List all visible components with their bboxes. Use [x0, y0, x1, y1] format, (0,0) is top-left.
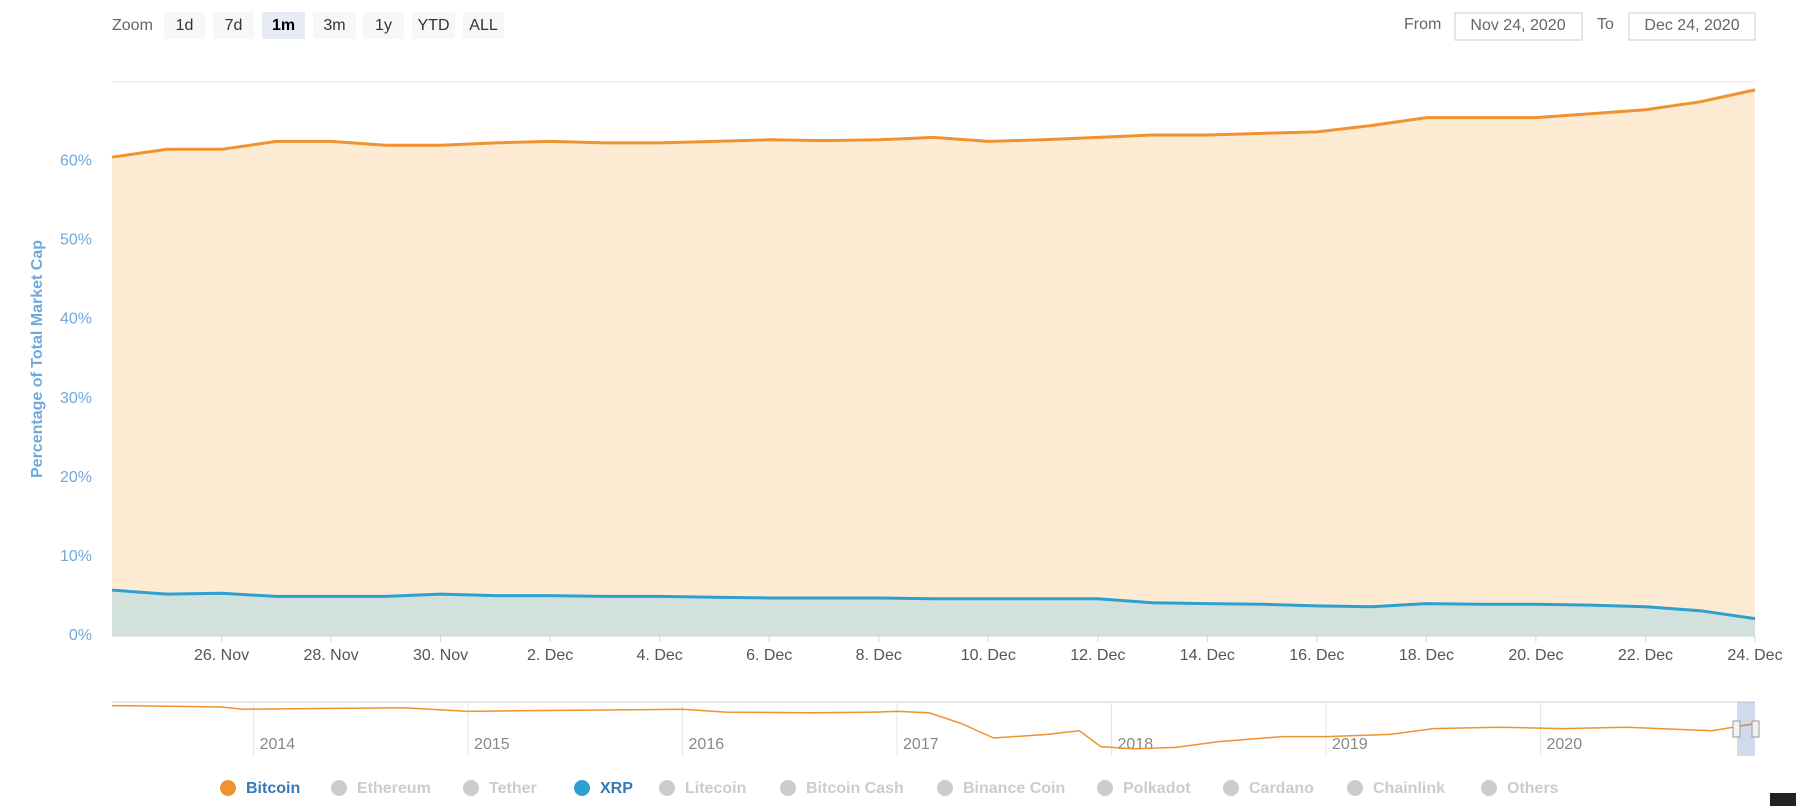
zoom-button-label[interactable]: 7d	[225, 17, 243, 34]
legend-label[interactable]: Tether	[489, 780, 537, 797]
navigator-tick-label: 2016	[689, 736, 725, 753]
x-tick-label: 2. Dec	[527, 647, 573, 664]
legend-label[interactable]: Bitcoin Cash	[806, 780, 904, 797]
zoom-button[interactable]	[213, 12, 254, 39]
legend-label[interactable]: Binance Coin	[963, 780, 1065, 797]
zoom-button[interactable]	[363, 12, 404, 39]
legend-marker[interactable]	[659, 780, 675, 796]
navigator-handle[interactable]	[1732, 720, 1741, 738]
zoom-button-label[interactable]: YTD	[418, 17, 450, 34]
from-label: From	[1404, 16, 1441, 33]
x-tick-label: 22. Dec	[1618, 647, 1673, 664]
legend-marker[interactable]	[1347, 780, 1363, 796]
series-area	[112, 89, 1755, 636]
zoom-button[interactable]	[262, 12, 305, 39]
navigator-tick-label: 2018	[1118, 736, 1154, 753]
to-label: To	[1597, 16, 1614, 33]
legend-label[interactable]: Polkadot	[1123, 780, 1191, 797]
y-tick-label: 50%	[60, 232, 92, 249]
legend-label[interactable]: Others	[1507, 780, 1559, 797]
series-area	[112, 590, 1755, 636]
legend-marker[interactable]	[1223, 780, 1239, 796]
x-tick-label: 24. Dec	[1727, 647, 1782, 664]
x-tick-label: 8. Dec	[856, 647, 902, 664]
y-tick-label: 0%	[69, 627, 92, 644]
navigator-tick-label: 2014	[260, 736, 296, 753]
legend-marker[interactable]	[1481, 780, 1497, 796]
corner-widget	[1770, 793, 1796, 806]
to-input[interactable]	[1628, 12, 1756, 41]
zoom-label: Zoom	[112, 17, 153, 34]
y-axis-title: Percentage of Total Market Cap	[29, 240, 46, 478]
x-tick-label: 6. Dec	[746, 647, 792, 664]
zoom-button[interactable]	[313, 12, 356, 39]
x-tick-label: 20. Dec	[1508, 647, 1563, 664]
legend-marker[interactable]	[463, 780, 479, 796]
navigator-selection[interactable]	[1737, 702, 1755, 756]
navigator-tick-label: 2019	[1332, 736, 1368, 753]
from-value[interactable]: Nov 24, 2020	[1470, 17, 1565, 34]
legend-label[interactable]: Litecoin	[685, 780, 746, 797]
x-tick-label: 18. Dec	[1399, 647, 1454, 664]
legend-label[interactable]: Bitcoin	[246, 780, 300, 797]
legend-marker[interactable]	[937, 780, 953, 796]
navigator-tick-label: 2015	[474, 736, 510, 753]
legend-marker[interactable]	[1097, 780, 1113, 796]
to-value[interactable]: Dec 24, 2020	[1644, 17, 1739, 34]
legend-marker[interactable]	[574, 780, 590, 796]
x-tick-label: 26. Nov	[194, 647, 249, 664]
x-tick-label: 30. Nov	[413, 647, 468, 664]
navigator-handle[interactable]	[1751, 720, 1760, 738]
legend-label[interactable]: Cardano	[1249, 780, 1314, 797]
zoom-button-label[interactable]: ALL	[469, 17, 498, 34]
legend-marker[interactable]	[780, 780, 796, 796]
x-tick-label: 10. Dec	[961, 647, 1016, 664]
zoom-button-label[interactable]: 3m	[323, 17, 345, 34]
y-tick-label: 60%	[60, 152, 92, 169]
y-tick-label: 40%	[60, 311, 92, 328]
y-tick-label: 30%	[60, 390, 92, 407]
x-tick-label: 14. Dec	[1180, 647, 1235, 664]
zoom-button-label[interactable]: 1d	[176, 17, 194, 34]
x-tick-label: 28. Nov	[303, 647, 358, 664]
zoom-button-label[interactable]: 1y	[375, 17, 392, 34]
legend-label[interactable]: XRP	[600, 780, 633, 797]
legend-marker[interactable]	[220, 780, 236, 796]
zoom-button[interactable]	[412, 12, 455, 39]
x-tick-label: 4. Dec	[637, 647, 683, 664]
navigator-tick-label: 2017	[903, 736, 939, 753]
x-tick-label: 16. Dec	[1289, 647, 1344, 664]
navigator-line	[111, 704, 1756, 750]
zoom-button[interactable]	[164, 12, 205, 39]
zoom-button-label[interactable]: 1m	[272, 17, 295, 34]
legend-label[interactable]: Chainlink	[1373, 780, 1445, 797]
legend-label[interactable]: Ethereum	[357, 780, 431, 797]
y-tick-label: 10%	[60, 548, 92, 565]
legend-marker[interactable]	[331, 780, 347, 796]
x-tick-label: 12. Dec	[1070, 647, 1125, 664]
y-tick-label: 20%	[60, 469, 92, 486]
series-line	[111, 88, 1756, 159]
zoom-button[interactable]	[463, 12, 504, 39]
navigator-tick-label: 2020	[1547, 736, 1583, 753]
series-line	[111, 588, 1756, 621]
from-input[interactable]	[1454, 12, 1583, 41]
